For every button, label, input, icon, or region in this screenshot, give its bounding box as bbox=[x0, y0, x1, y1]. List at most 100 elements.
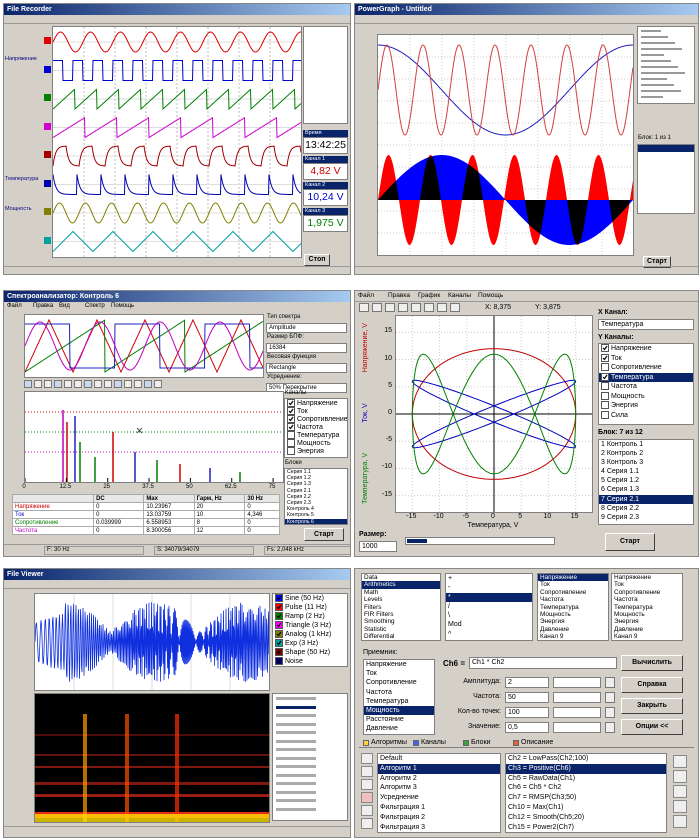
y-label-strip: Напряжение, V Ток, V Температура, V bbox=[357, 315, 373, 511]
list-item: Shape (50 Hz) bbox=[273, 648, 347, 657]
info-line bbox=[641, 72, 685, 74]
x-tick-label: -5 bbox=[462, 513, 469, 520]
list-item-text: Серия 1.3 bbox=[287, 481, 311, 488]
list-item-text: \ bbox=[448, 612, 450, 620]
toolbar-icon bbox=[359, 303, 369, 312]
list-item-text: Серия 2.1 bbox=[287, 487, 311, 494]
list-item: Напряжение bbox=[364, 660, 434, 669]
list-item-text: Ch3 = Positive(Ch6) bbox=[508, 764, 571, 772]
list-item-text: Smoothing bbox=[364, 618, 395, 626]
readout-label: Канал 1 bbox=[303, 156, 348, 163]
list-item-text: Температура bbox=[614, 603, 653, 611]
list-item-text: 8 Серия 2.2 bbox=[601, 504, 640, 512]
list-item: Ток bbox=[538, 581, 608, 588]
check-mark bbox=[288, 408, 294, 414]
button: Опции << bbox=[621, 719, 683, 735]
list-item: Ch5 = RawData(Ch1) bbox=[506, 774, 666, 784]
block-row bbox=[276, 697, 316, 700]
list-item-text: Мощность bbox=[611, 392, 645, 400]
checkbox bbox=[275, 639, 283, 648]
list-item: Канал 9 bbox=[538, 633, 608, 640]
table-header-cell: Гарм, Hz bbox=[193, 494, 246, 503]
list-item-text: Ch2 = LowPass(Ch2;100) bbox=[508, 755, 589, 762]
title-bar: Спектроанализатор: Контроль 6 bbox=[4, 291, 350, 302]
list-item-text: Ch7 = RMSP(Ch3;50) bbox=[508, 794, 577, 802]
check-mark bbox=[276, 604, 282, 610]
block-list: Серия 1.1 Серия 1.2 Серия 1.3 Серия 2.1 Сери… bbox=[284, 468, 348, 525]
formula-field: Ch1 * Ch2 bbox=[469, 657, 617, 669]
x-tick-label: 10 bbox=[543, 513, 552, 520]
menu-item: Правка bbox=[388, 292, 410, 299]
check-stroke bbox=[276, 658, 282, 664]
check-mark bbox=[602, 355, 608, 361]
list-item: Серия 1.2 bbox=[285, 475, 347, 481]
y-axis-label: Напряжение, V bbox=[362, 323, 369, 372]
tab-icon bbox=[463, 740, 469, 746]
checkbox bbox=[287, 431, 295, 439]
spectrum-window: Спектроанализатор: Контроль 6 Файл Правка В… bbox=[3, 290, 351, 557]
list-item: Контроль 6 bbox=[285, 518, 347, 525]
check-stroke bbox=[288, 424, 294, 430]
list-item: Частота bbox=[538, 596, 608, 603]
list-item-text: Частота bbox=[366, 688, 392, 696]
channel-tag bbox=[44, 236, 51, 244]
info-line bbox=[641, 84, 674, 86]
x-tick-label: -10 bbox=[433, 513, 444, 520]
list-item-text: Контроль 6 bbox=[287, 518, 314, 525]
list-item: + bbox=[446, 574, 532, 583]
checkbox bbox=[287, 415, 295, 423]
list-item-text: Сопротивление bbox=[611, 364, 662, 371]
list-item: Сопротивление bbox=[538, 589, 608, 596]
list-item: Triangle (3 Hz) bbox=[273, 621, 347, 630]
waveform bbox=[53, 60, 301, 81]
list-item: Частота bbox=[364, 688, 434, 697]
toolbar-icon bbox=[34, 380, 42, 388]
toolbar-icon bbox=[154, 380, 162, 388]
table-cell: 10 bbox=[193, 510, 246, 519]
info-line bbox=[641, 60, 671, 62]
checkbox bbox=[601, 410, 609, 419]
block-row bbox=[276, 748, 316, 751]
waveform bbox=[53, 230, 301, 253]
list-item: Default bbox=[378, 754, 500, 764]
list-item: Ток bbox=[364, 669, 434, 678]
list-item-text: Частота bbox=[614, 596, 638, 604]
list-item: Расстояние bbox=[364, 715, 434, 724]
y-tick-label: 10 bbox=[384, 354, 392, 362]
spectrum-plot bbox=[24, 391, 284, 483]
list-item-text: * bbox=[448, 593, 451, 601]
check-mark bbox=[276, 640, 282, 646]
side-icon bbox=[673, 785, 687, 798]
param-extra bbox=[553, 677, 601, 688]
waveform-plot bbox=[24, 314, 264, 378]
list-item: Энергия bbox=[612, 618, 682, 625]
param-field: 2 bbox=[505, 677, 549, 688]
list-item-text: Сопротивление bbox=[540, 588, 587, 596]
list-item: 3 Контроль 3 bbox=[599, 458, 693, 467]
readout-value: 13:42:25 bbox=[303, 137, 348, 154]
info-line bbox=[641, 66, 678, 68]
toolbar-icon bbox=[385, 303, 395, 312]
list-item-text: Температура bbox=[540, 603, 579, 611]
x-readout: X: 8,375 bbox=[485, 304, 512, 311]
table-cell: 0 bbox=[244, 502, 280, 511]
table-cell: 4,346 bbox=[244, 510, 280, 519]
list-item-text: Алгоритм 2 bbox=[380, 774, 417, 782]
list-item: Серия 2.2 bbox=[285, 494, 347, 500]
list-item-text: Pulse (11 Hz) bbox=[285, 604, 327, 611]
list-item-text: Алгоритм 1 bbox=[380, 764, 417, 772]
list-item: Канал 9 bbox=[612, 633, 682, 640]
table-cell: 12 bbox=[193, 526, 246, 535]
title-bar: PowerGraph - Untitled bbox=[355, 4, 698, 15]
table-cell: Напряжение bbox=[11, 502, 95, 511]
list-item: Arithmetics bbox=[362, 581, 440, 589]
list-item: Серия 2.1 bbox=[285, 488, 347, 494]
check-mark bbox=[288, 424, 294, 430]
channel-label: Напряжение bbox=[5, 56, 37, 62]
list-item-text: Ch12 = Smooth(Ch5;20) bbox=[508, 813, 585, 821]
checkbox bbox=[275, 603, 283, 612]
table-header-row: DC Max Гарм, Hz 30 Hz bbox=[11, 494, 280, 503]
list-item: Ch15 = Power2(Ch7) bbox=[506, 823, 666, 832]
